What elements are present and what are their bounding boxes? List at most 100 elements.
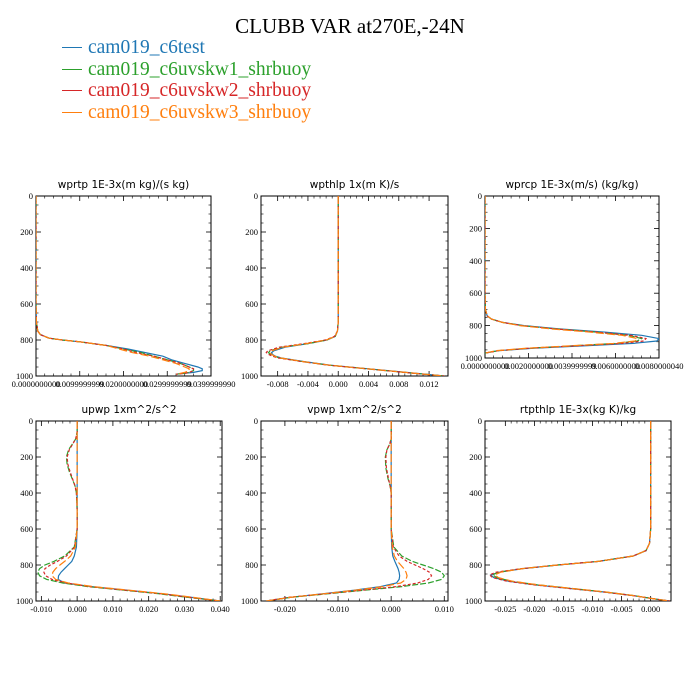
- x-tick-label: 0.000: [382, 604, 401, 614]
- series-line: [485, 196, 639, 354]
- panel-wprtp: wprtp 1E-3x(m kg)/(s kg) 0.00000000000.00…: [12, 179, 236, 389]
- legend-label: cam019_c6test: [88, 37, 205, 58]
- x-tick-label: 0.0399999990: [187, 379, 236, 389]
- series-line: [43, 421, 221, 601]
- x-tick-label: 0.0000000000: [461, 361, 510, 371]
- x-tick-label: -0.015: [552, 604, 574, 614]
- series-line: [488, 421, 670, 601]
- y-tick-label: 400: [469, 256, 482, 266]
- panel-upwp: upwp 1xm^2/s^2 -0.010 0.000 0.010 0.020 0.030…: [16, 404, 230, 614]
- panel-title: vpwp 1xm^2/s^2: [307, 404, 402, 416]
- series-line: [270, 196, 445, 376]
- panel-title: wpthlp 1x(m K)/s: [310, 179, 400, 191]
- legend-entry: cam019_c6test: [62, 37, 311, 59]
- y-tick-label: 0: [254, 191, 258, 201]
- series-line: [266, 421, 408, 601]
- y-tick-label: 800: [469, 560, 482, 570]
- x-tick-label: 0.020: [139, 604, 158, 614]
- y-tick-label: 1000: [16, 371, 33, 381]
- plot-frame: [484, 195, 660, 359]
- x-tick-label: 0.030: [175, 604, 194, 614]
- y-tick-label: 400: [245, 488, 258, 498]
- panel-wpthlp: wpthlp 1x(m K)/s -0.008 -0.004 0.000 0.004 0.…: [241, 179, 449, 389]
- series-line: [485, 196, 659, 354]
- y-tick-label: 200: [245, 452, 258, 462]
- y-tick-label: 0: [29, 191, 33, 201]
- x-tick-label: -0.004: [297, 379, 320, 389]
- legend-swatch: [62, 47, 82, 49]
- panel-title: wprcp 1E-3x(m/s) (kg/kg): [505, 179, 638, 191]
- x-tick-label: 0.0000000000: [12, 379, 61, 389]
- panel-rtpthlp: rtpthlp 1E-3x(kg K)/kg -0.025 -0.020 -0.015…: [465, 404, 672, 614]
- x-tick-label: -0.010: [30, 604, 52, 614]
- x-tick-label: 0.0039999999: [548, 361, 597, 371]
- y-tick-label: 800: [469, 321, 482, 331]
- series-line: [491, 421, 670, 601]
- series-line: [51, 421, 221, 601]
- series-line: [493, 421, 670, 601]
- y-tick-label: 400: [20, 263, 33, 273]
- series-line: [269, 196, 445, 376]
- legend-label: cam019_c6uvskw1_shrbuoy: [88, 58, 312, 80]
- legend-entry: cam019_c6uvskw1_shrbuoy: [62, 59, 311, 81]
- y-tick-label: 0: [254, 416, 258, 426]
- y-tick-label: 600: [20, 299, 33, 309]
- y-tick-label: 400: [245, 263, 258, 273]
- x-tick-label: 0.0060000000: [591, 361, 640, 371]
- x-tick-label: -0.008: [267, 379, 289, 389]
- y-tick-label: 600: [245, 299, 258, 309]
- y-tick-label: 1000: [241, 596, 258, 606]
- y-tick-label: 600: [469, 288, 482, 298]
- legend-label: cam019_c6uvskw2_shrbuoy: [88, 80, 312, 101]
- legend-label: cam019_c6uvskw3_shrbuoy: [88, 101, 312, 123]
- panel-title: rtpthlp 1E-3x(kg K)/kg: [520, 404, 636, 416]
- x-tick-label: 0.010: [435, 604, 454, 614]
- x-tick-label: 0.010: [103, 604, 122, 614]
- y-tick-label: 800: [245, 560, 258, 570]
- y-tick-label: 200: [20, 227, 33, 237]
- legend-swatch: [62, 68, 82, 70]
- x-tick-label: -0.010: [582, 604, 604, 614]
- x-tick-label: 0.0200000000: [99, 379, 148, 389]
- y-tick-label: 200: [245, 227, 258, 237]
- plot-frame: [484, 420, 672, 602]
- legend: cam019_c6test cam019_c6uvskw1_shrbuoy cam0…: [62, 37, 311, 123]
- y-tick-label: 0: [478, 416, 482, 426]
- x-tick-label: -0.020: [274, 604, 296, 614]
- series-line: [36, 196, 203, 375]
- y-tick-label: 400: [469, 488, 482, 498]
- legend-swatch: [62, 90, 82, 92]
- x-tick-label: 0.0080000040: [635, 361, 684, 371]
- x-tick-label: 0.040: [211, 604, 230, 614]
- x-tick-label: -0.020: [523, 604, 545, 614]
- x-tick-label: 0.0020000000: [504, 361, 553, 371]
- y-tick-label: 1000: [465, 596, 482, 606]
- series-line: [37, 421, 221, 601]
- y-tick-label: 800: [245, 335, 258, 345]
- y-tick-label: 200: [469, 452, 482, 462]
- x-tick-label: -0.010: [327, 604, 349, 614]
- panel-wprcp: wprcp 1E-3x(m/s) (kg/kg)0.00000000000.00…: [461, 179, 684, 371]
- legend-swatch: [62, 111, 82, 113]
- series-line: [57, 421, 221, 601]
- x-tick-label: 0.008: [389, 379, 408, 389]
- series-line: [265, 196, 445, 376]
- legend-entry: cam019_c6uvskw2_shrbuoy: [62, 80, 311, 102]
- y-tick-label: 0: [29, 416, 33, 426]
- y-tick-label: 600: [20, 524, 33, 534]
- series-line: [267, 196, 445, 376]
- y-tick-label: 800: [20, 335, 33, 345]
- series-line: [489, 421, 670, 601]
- plot-frame: [260, 420, 449, 602]
- x-tick-label: 0.0099999999: [55, 379, 104, 389]
- y-tick-label: 400: [20, 488, 33, 498]
- panel-title: upwp 1xm^2/s^2: [82, 404, 177, 416]
- series-line: [36, 196, 190, 375]
- y-tick-label: 1000: [465, 353, 482, 363]
- y-tick-label: 0: [478, 191, 482, 201]
- x-tick-label: 0.000: [329, 379, 348, 389]
- y-tick-label: 600: [469, 524, 482, 534]
- series-line: [266, 421, 401, 601]
- x-tick-label: -0.025: [494, 604, 516, 614]
